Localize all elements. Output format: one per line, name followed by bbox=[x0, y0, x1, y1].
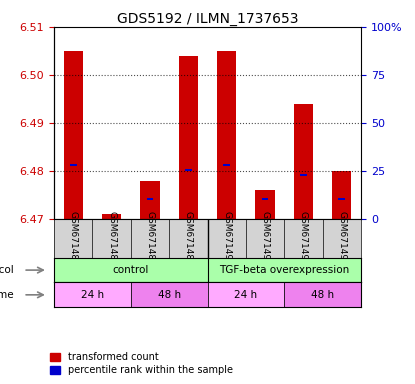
Text: time: time bbox=[0, 290, 14, 300]
Bar bbox=[146, 198, 153, 200]
Bar bbox=[300, 174, 307, 176]
Bar bbox=[131, 283, 208, 307]
Bar bbox=[70, 164, 76, 166]
Bar bbox=[185, 169, 192, 171]
Bar bbox=[223, 164, 230, 166]
Text: TGF-beta overexpression: TGF-beta overexpression bbox=[219, 265, 349, 275]
Bar bbox=[294, 104, 313, 219]
Bar bbox=[262, 198, 269, 200]
Text: control: control bbox=[112, 265, 149, 275]
Bar bbox=[339, 198, 345, 200]
Bar bbox=[208, 258, 361, 283]
Text: GSM671496: GSM671496 bbox=[299, 211, 308, 266]
Bar bbox=[217, 51, 236, 219]
Text: GSM671487: GSM671487 bbox=[107, 211, 116, 266]
Text: 48 h: 48 h bbox=[311, 290, 334, 300]
Text: GSM671486: GSM671486 bbox=[68, 211, 78, 266]
Bar bbox=[108, 246, 115, 248]
Bar bbox=[179, 56, 198, 219]
Text: protocol: protocol bbox=[0, 265, 14, 275]
Text: GSM671494: GSM671494 bbox=[222, 211, 231, 266]
Text: 48 h: 48 h bbox=[158, 290, 181, 300]
Text: GSM671488: GSM671488 bbox=[145, 211, 154, 266]
Bar bbox=[140, 181, 159, 219]
Text: GSM671495: GSM671495 bbox=[261, 211, 270, 266]
Bar bbox=[284, 283, 361, 307]
Text: GSM671489: GSM671489 bbox=[184, 211, 193, 266]
Bar bbox=[54, 283, 131, 307]
Text: 24 h: 24 h bbox=[81, 290, 104, 300]
Bar bbox=[332, 171, 352, 219]
Bar bbox=[102, 214, 121, 219]
Bar bbox=[208, 283, 284, 307]
Bar bbox=[54, 258, 208, 283]
Bar bbox=[256, 190, 275, 219]
Text: 24 h: 24 h bbox=[234, 290, 257, 300]
Text: GDS5192 / ILMN_1737653: GDS5192 / ILMN_1737653 bbox=[117, 12, 298, 25]
Legend: transformed count, percentile rank within the sample: transformed count, percentile rank withi… bbox=[46, 348, 237, 379]
Text: GSM671497: GSM671497 bbox=[337, 211, 347, 266]
Bar bbox=[63, 51, 83, 219]
